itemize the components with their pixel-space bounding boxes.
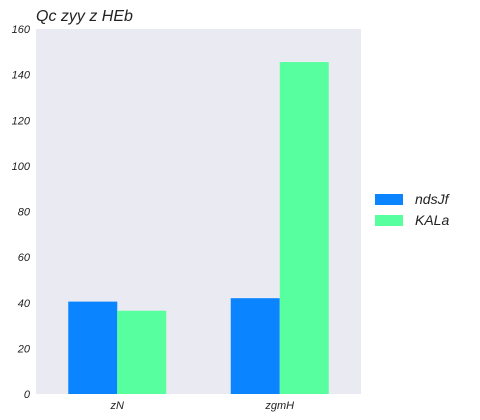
y-tick-label: 40 (18, 298, 31, 310)
y-tick-label: 140 (12, 70, 31, 82)
y-tick-label: 20 (17, 343, 31, 355)
x-tick-label: zN (110, 400, 125, 412)
x-tick-label: zgmH (264, 400, 294, 412)
y-tick-label: 120 (12, 115, 31, 127)
y-tick-label: 80 (18, 207, 31, 219)
y-axis: 0 20 40 60 80 100 120 140 160 (12, 24, 31, 401)
legend-swatch-ndsJf (375, 194, 403, 205)
y-tick-label: 60 (18, 252, 31, 264)
legend: ndsJf KALa (375, 191, 451, 228)
bar-ndsJf-zgmH (231, 298, 280, 394)
bar-KALa-zN (117, 311, 166, 394)
y-tick-label: 160 (12, 24, 31, 36)
y-tick-label: 100 (12, 161, 31, 173)
y-tick-label: 0 (24, 389, 31, 401)
x-axis: zN zgmH (110, 400, 295, 412)
bar-ndsJf-zN (68, 302, 117, 394)
legend-label-ndsJf: ndsJf (415, 191, 451, 207)
bar-KALa-zgmH (280, 62, 329, 394)
chart-title: Qc zyy z HEb (36, 8, 133, 25)
legend-swatch-KALa (375, 215, 403, 226)
legend-label-KALa: KALa (415, 212, 449, 228)
